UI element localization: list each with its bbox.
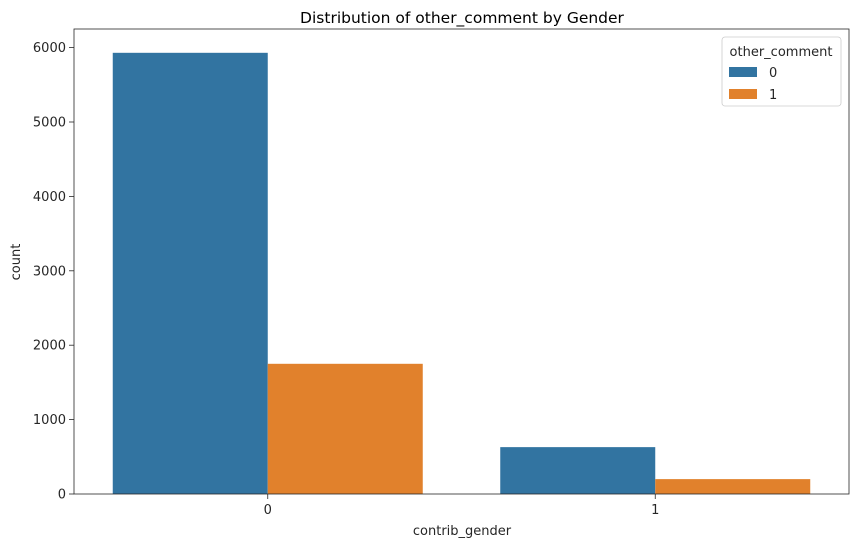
y-tick-label: 3000 [33,264,66,279]
chart-title: Distribution of other_comment by Gender [300,9,625,28]
y-tick-label: 6000 [33,41,66,56]
legend-label-0: 0 [769,66,777,81]
plot-frame [73,28,850,495]
bar-gender-1-comment-1 [655,479,811,494]
x-axis-label: contrib_gender [413,524,512,539]
y-tick-label: 1000 [33,413,66,428]
y-tick-label: 5000 [33,116,66,131]
legend-frame [721,36,842,107]
y-axis: 0 1000 2000 3000 4000 5000 6000 [33,41,74,503]
legend-swatch-1 [729,89,757,99]
legend-title: other_comment [730,45,833,60]
legend: other_comment 0 1 [721,36,842,107]
y-tick-label: 0 [58,488,66,503]
bars-group [112,52,811,495]
bar-gender-0-comment-0 [112,52,268,495]
y-tick-label: 2000 [33,339,66,354]
x-tick-label: 0 [264,503,272,518]
bar-gender-0-comment-1 [267,363,423,494]
y-tick-label: 4000 [33,190,66,205]
y-axis-label: count [9,244,24,281]
legend-swatch-0 [729,67,757,77]
legend-label-1: 1 [769,88,777,103]
bar-gender-1-comment-0 [500,447,656,494]
x-tick-label: 1 [651,503,659,518]
